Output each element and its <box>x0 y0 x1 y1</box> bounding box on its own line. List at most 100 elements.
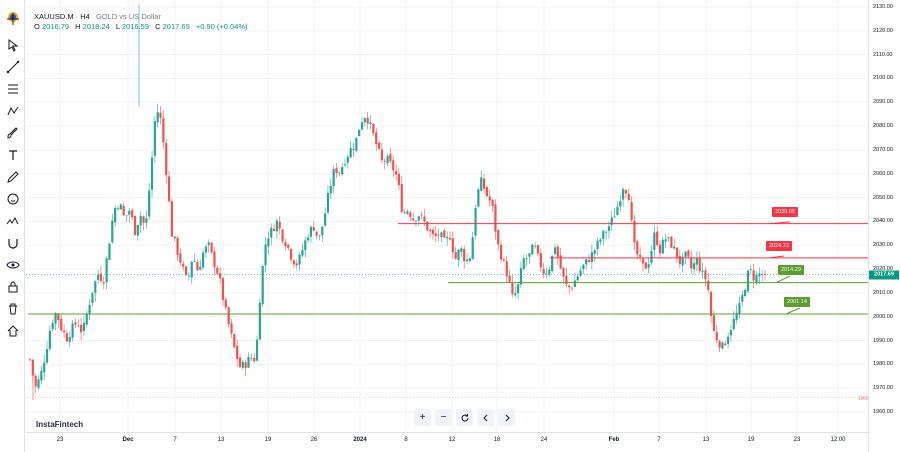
y-tick-label: 2120.00 <box>873 27 893 34</box>
candle-body <box>604 231 608 233</box>
x-tick-label: 7 <box>657 437 661 443</box>
candle-body <box>261 265 264 305</box>
brush-tool[interactable] <box>3 123 22 142</box>
candle-body <box>37 379 40 388</box>
candle-body <box>570 287 574 289</box>
candle-body <box>301 249 304 256</box>
emoji-icon <box>7 193 18 204</box>
candle-body <box>670 236 673 248</box>
x-tick-label: 18 <box>493 437 501 443</box>
candle-body <box>51 323 54 330</box>
candle-body <box>352 148 355 150</box>
candle-body <box>94 281 97 293</box>
candle-body <box>247 356 250 368</box>
y-tick-label: 2010.00 <box>873 289 893 296</box>
candle-body <box>227 307 230 325</box>
candle-body <box>43 362 46 373</box>
y-tick-label: 2050.00 <box>873 194 893 201</box>
candle-body <box>108 243 111 260</box>
candle-body <box>167 176 171 202</box>
y-tick-label: 2130.00 <box>873 4 893 10</box>
zoom-in-button[interactable]: + <box>414 409 431 426</box>
y-axis[interactable]: 2130.00 2120.00 2110.00 2100.00 2090.00 2080.… <box>868 0 900 452</box>
price-change: +0.90 (+0.04%) <box>195 22 248 31</box>
low-label: L <box>115 22 120 31</box>
candle-body <box>616 206 619 216</box>
candle-body <box>196 262 199 271</box>
lock-tool[interactable] <box>3 277 22 296</box>
candle-body <box>732 318 735 329</box>
ruler-tool[interactable] <box>3 211 22 230</box>
candle-body <box>440 232 443 237</box>
candle-body <box>326 192 330 213</box>
fib-tool[interactable] <box>3 79 22 98</box>
candle-body <box>536 245 540 254</box>
emoji-tool[interactable] <box>3 189 22 208</box>
scroll-right-button[interactable] <box>498 409 515 426</box>
candle-body <box>389 154 392 161</box>
candle-body <box>471 237 474 260</box>
x-axis-line <box>26 432 868 433</box>
trash-tool[interactable] <box>3 299 22 318</box>
candle-body <box>241 361 244 368</box>
x-tick-label: 26 <box>310 437 318 443</box>
magnet-tool[interactable] <box>3 233 22 252</box>
level-label-connector <box>785 307 801 315</box>
candle-body <box>184 266 188 276</box>
y-tick-label: 2080.00 <box>873 123 893 130</box>
candle-body <box>91 292 94 304</box>
low-value: 2016.59 <box>121 22 150 31</box>
symbol-name[interactable]: XAUUSD.M · H4 <box>34 12 90 21</box>
candle-body <box>715 332 718 341</box>
x-tick-label: 23 <box>793 437 801 443</box>
candle-body <box>499 244 503 260</box>
ruler-icon <box>6 216 18 224</box>
scroll-left-button[interactable] <box>477 409 494 426</box>
reset-chart-button[interactable] <box>456 409 473 426</box>
candle-body <box>712 315 716 331</box>
candlestick-chart[interactable]: 1966 <box>26 0 868 432</box>
candle-body <box>480 177 483 191</box>
support-level-label: 2001.14 <box>784 297 810 307</box>
candle-body <box>298 254 301 265</box>
candle-body <box>656 231 659 245</box>
candle-body <box>673 246 676 249</box>
chart-plot-area[interactable]: 1966 <box>26 0 868 432</box>
candle-body <box>761 274 764 276</box>
candle-body <box>156 112 159 123</box>
candle-body <box>267 238 270 247</box>
zoom-out-button[interactable]: − <box>435 409 452 426</box>
candle-body <box>661 239 664 254</box>
x-tick-label: 7 <box>173 437 177 443</box>
brush-icon <box>6 126 18 139</box>
candle-body <box>545 273 548 275</box>
eye-tool[interactable] <box>3 255 22 274</box>
high-value: 2018.24 <box>82 22 110 31</box>
pencil-tool[interactable] <box>3 167 22 186</box>
candle-body <box>343 164 347 166</box>
pattern-icon <box>7 106 18 115</box>
candle-body <box>204 246 208 253</box>
candle-body <box>358 129 361 137</box>
candle-body <box>431 229 435 235</box>
candle-body <box>542 269 545 274</box>
candle-body <box>102 282 105 284</box>
home-tool[interactable] <box>3 321 22 340</box>
candle-body <box>312 227 315 231</box>
crosshair-tool[interactable] <box>3 9 22 28</box>
pattern-tool[interactable] <box>3 101 22 120</box>
candle-body <box>114 208 117 223</box>
text-tool[interactable] <box>3 145 22 164</box>
candle-body <box>355 137 358 151</box>
cursor-tool[interactable] <box>3 35 22 54</box>
candle-body <box>170 201 173 237</box>
candle-body <box>60 318 63 331</box>
candle-body <box>295 263 298 266</box>
candle-body <box>735 312 738 320</box>
candle-body <box>562 267 565 277</box>
candle-body <box>667 237 670 239</box>
candle-body <box>448 237 452 240</box>
candle-body <box>568 285 571 288</box>
candle-body <box>105 258 108 283</box>
trend-line-tool[interactable] <box>3 57 22 76</box>
